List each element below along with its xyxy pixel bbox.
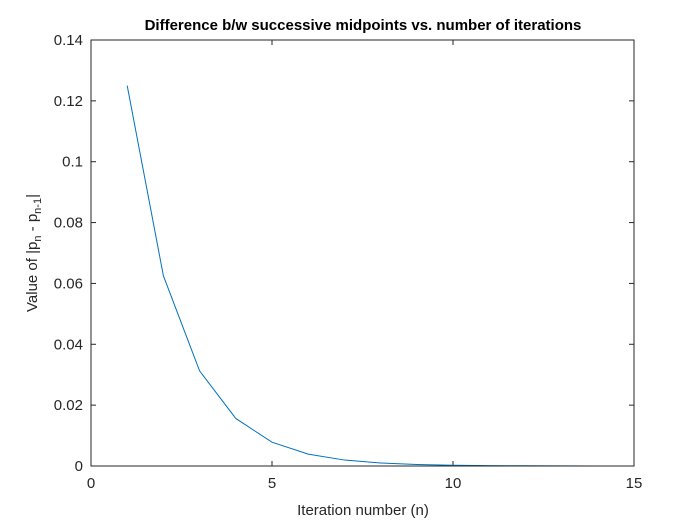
y-axis-label: Value of |pn - pn-1| bbox=[24, 194, 44, 312]
x-tick-label: 10 bbox=[445, 475, 462, 492]
y-tick-label: 0.02 bbox=[54, 397, 83, 414]
y-tick-label: 0 bbox=[75, 458, 83, 475]
plot-area bbox=[91, 40, 634, 466]
y-axis-label-suffix: | bbox=[24, 194, 41, 198]
y-tick-label: 0.08 bbox=[54, 215, 83, 232]
chart-title: Difference b/w successive midpoints vs. … bbox=[145, 17, 582, 34]
y-tick-label: 0.06 bbox=[54, 275, 83, 292]
y-axis-label-prefix: Value of |p bbox=[24, 242, 41, 312]
y-tick-label: 0.1 bbox=[62, 154, 83, 171]
y-tick-label: 0.14 bbox=[54, 32, 83, 49]
y-axis-label-middle: - p bbox=[24, 214, 41, 236]
y-tick-label: 0.12 bbox=[54, 93, 83, 110]
y-axis-label-subscript-n: n bbox=[32, 236, 44, 242]
y-axis-label-subscript-n-1: n-1 bbox=[32, 198, 44, 214]
x-tick-label: 0 bbox=[87, 475, 95, 492]
x-axis-label: Iteration number (n) bbox=[297, 502, 429, 519]
x-tick-label: 5 bbox=[268, 475, 276, 492]
x-ticks: 0 5 10 15 bbox=[87, 40, 643, 492]
axes-box bbox=[90, 39, 635, 467]
y-tick-label: 0.04 bbox=[54, 336, 83, 353]
x-tick-label: 15 bbox=[626, 475, 643, 492]
